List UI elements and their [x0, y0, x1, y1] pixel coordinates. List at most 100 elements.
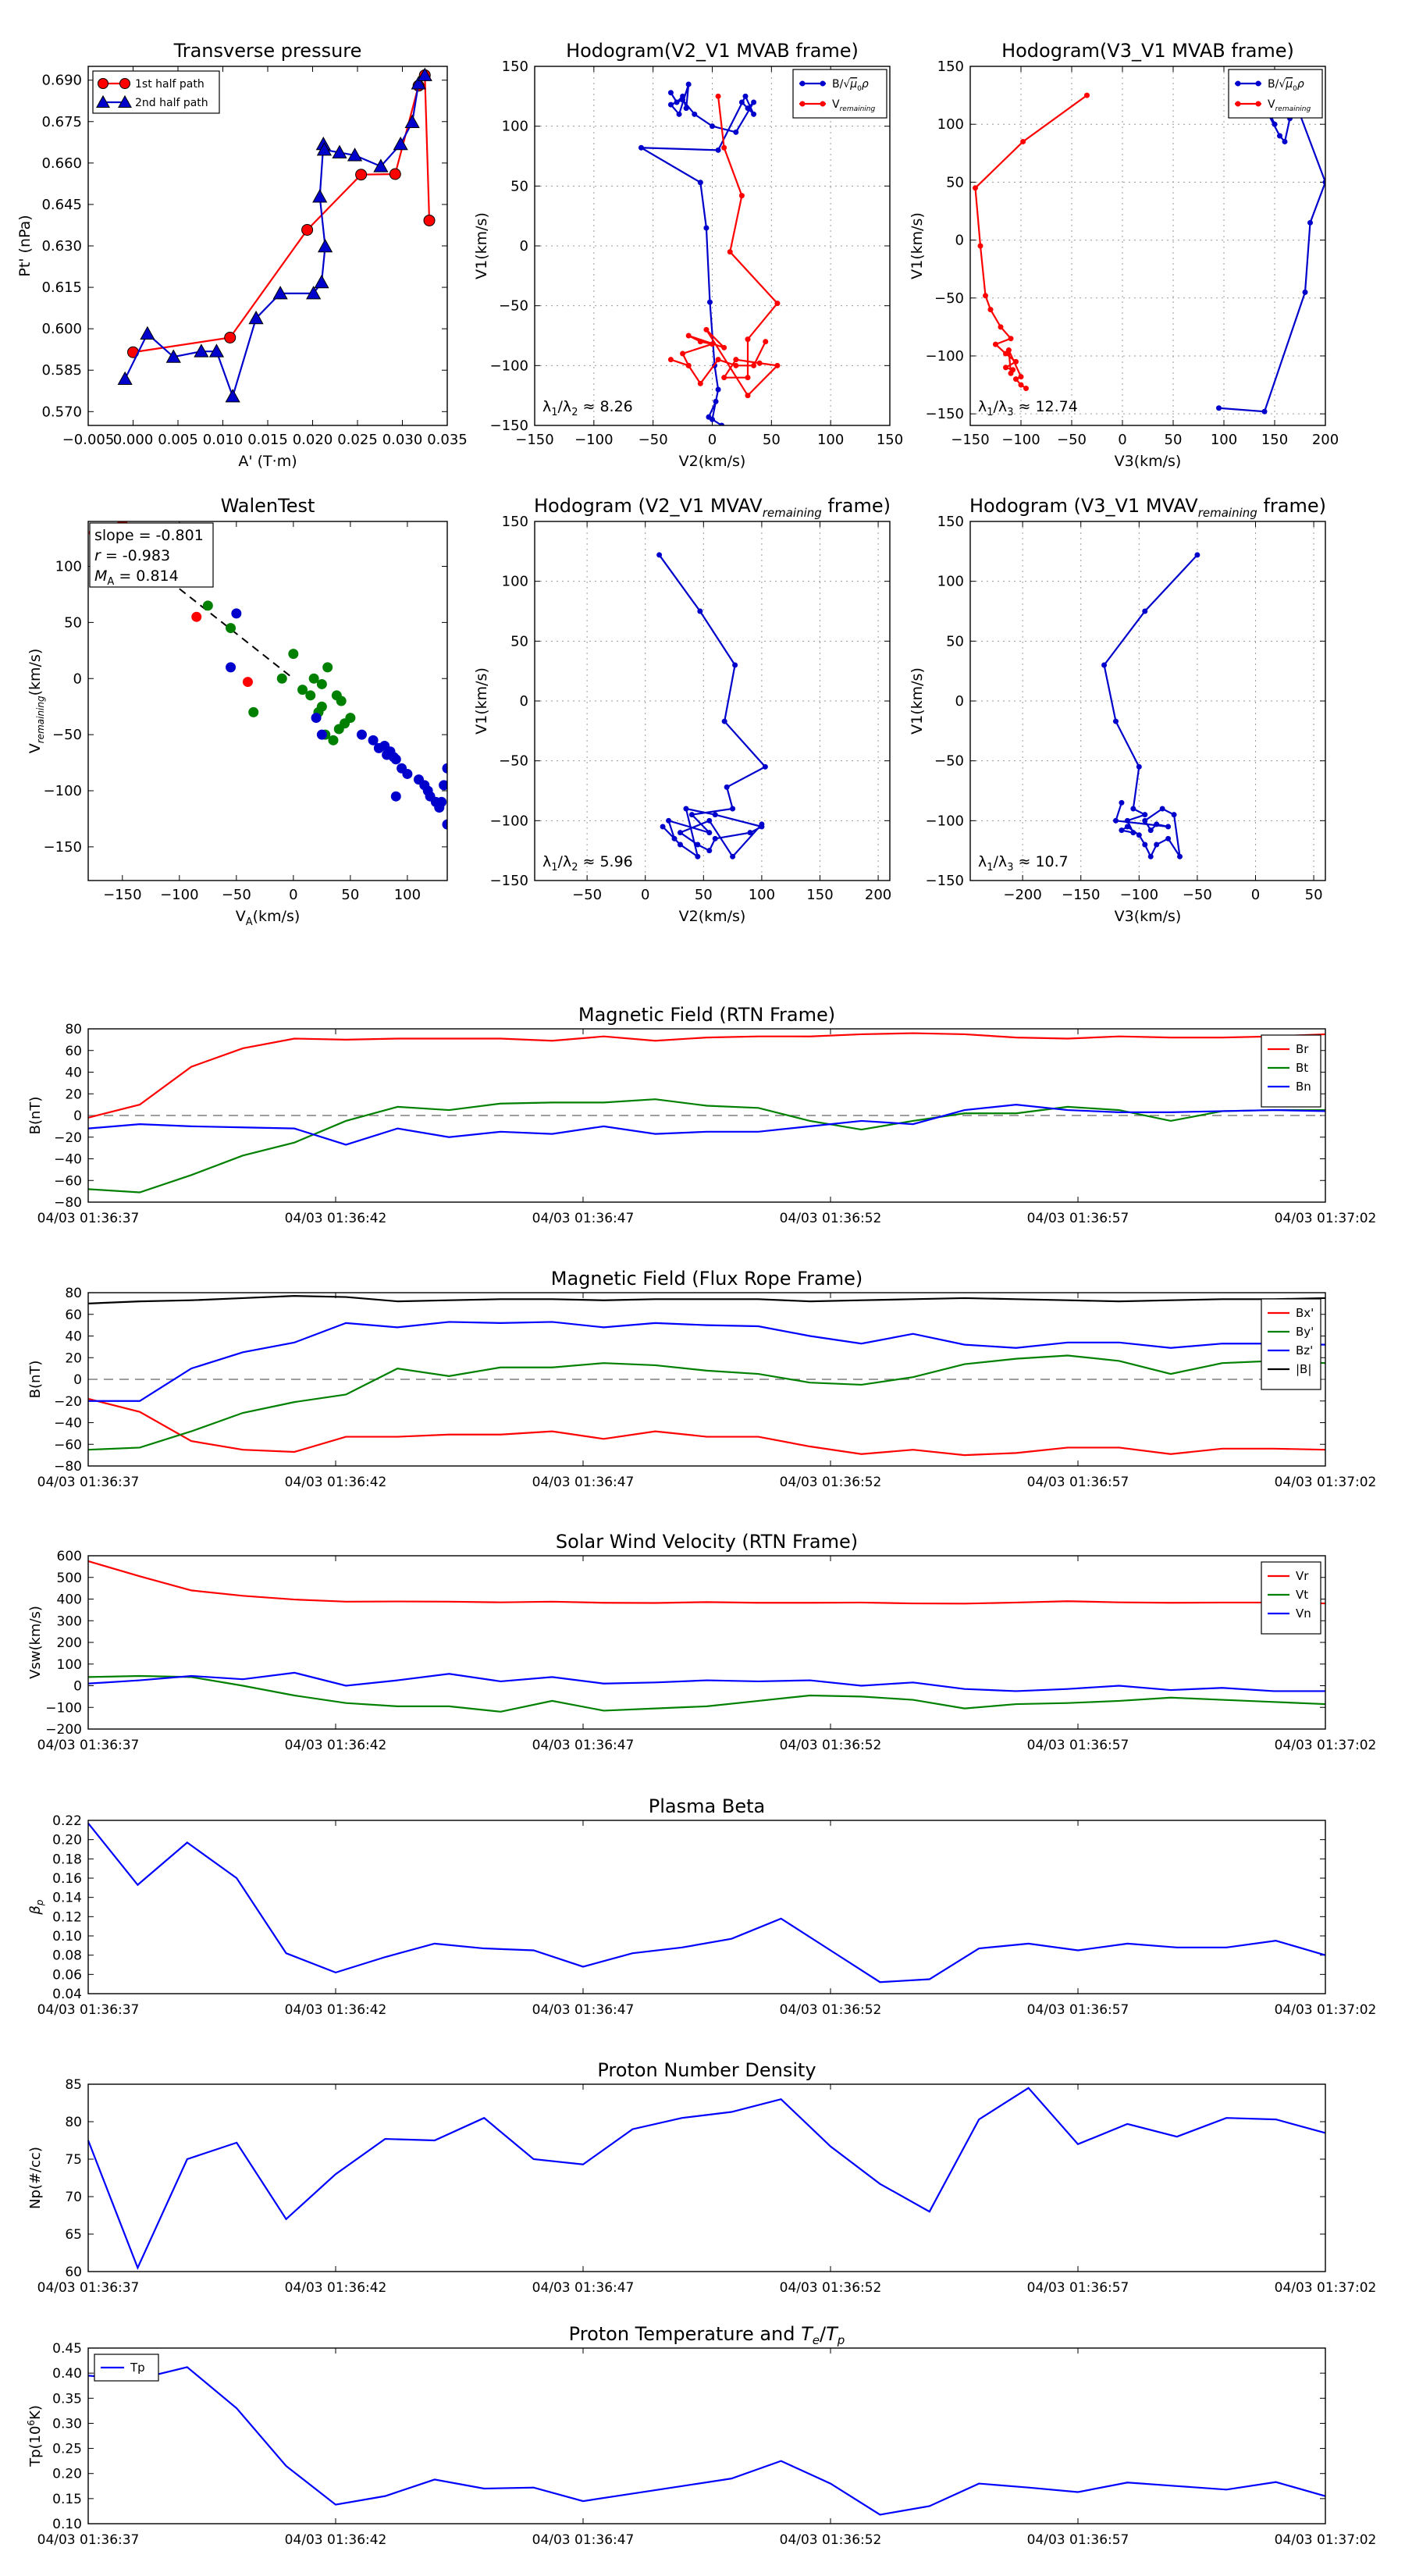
hodogram-v2v1-mvav-point — [688, 812, 695, 818]
magnetic-field-rtn-legend-label: Br — [1296, 1042, 1309, 1056]
hodogram-v3v1-mvav-ytick-label: −100 — [926, 813, 964, 829]
walen-test-xtick-label: −50 — [222, 887, 251, 903]
hodogram-v2v1-mvav-point — [706, 817, 713, 824]
walen-test-point-green — [297, 685, 308, 696]
proton-number-density-frame — [87, 2083, 1326, 2272]
magnetic-field-rtn-ytick-label: 20 — [65, 1087, 82, 1102]
transverse-pressure-ytick-label: 0.690 — [41, 73, 82, 89]
hodogram-v3v1-mvav-point — [1142, 817, 1148, 824]
magnetic-field-flux-rope-xtick-label: 04/03 01:37:02 — [1275, 1475, 1377, 1490]
hodogram-v3v1-mvav-point — [1119, 799, 1125, 806]
hodogram-v2v1-mvav-ytick-label: −50 — [499, 753, 528, 770]
hodogram-v3v1-mvav-point — [1130, 830, 1136, 836]
hodogram-v2v1-mvab-xtick-label: 0 — [708, 432, 717, 448]
hodogram-v2v1-mvab-point — [706, 414, 712, 420]
hodogram-v3v1-mvab-point — [1084, 92, 1090, 98]
hodogram-v3v1-mvab-xtick-label: 150 — [1261, 432, 1288, 448]
transverse-pressure-point — [312, 189, 328, 203]
hodogram-v2v1-mvav-ytick-label: 100 — [502, 574, 528, 590]
magnetic-field-flux-rope-series-By' — [87, 1354, 1326, 1451]
hodogram-v3v1-mvab-legend-label: B/√μ0ρ — [1268, 78, 1304, 93]
plasma-beta-ytick-label: 0.16 — [52, 1871, 82, 1887]
magnetic-field-rtn-ytick-label: 40 — [65, 1066, 82, 1081]
walen-test-xtick-label: 0 — [289, 887, 297, 903]
transverse-pressure-ytick-label: 0.660 — [41, 155, 82, 172]
proton-temperature-ytick-label: 0.25 — [52, 2442, 82, 2457]
hodogram-v2v1-mvab-legend — [792, 69, 887, 119]
solar-wind-velocity-ytick-label: 200 — [57, 1635, 82, 1651]
walen-test-xtick-label: 100 — [394, 887, 421, 903]
proton-number-density-ytick-label: 75 — [65, 2152, 82, 2168]
transverse-pressure-series-line — [124, 74, 426, 400]
plasma-beta-xtick-label: 04/03 01:36:52 — [780, 2002, 882, 2018]
solar-wind-velocity-legend-label: Vt — [1296, 1588, 1308, 1602]
walen-test-ytick-label: 0 — [73, 671, 82, 687]
hodogram-v3v1-mvab-point — [1020, 138, 1026, 144]
plasma-beta-title: Plasma Beta — [649, 1795, 765, 1817]
hodogram-v3v1-mvav-point — [1194, 552, 1200, 558]
proton-number-density-xtick-label: 04/03 01:36:52 — [780, 2280, 882, 2296]
walen-test-point-blue — [231, 608, 242, 619]
hodogram-v3v1-mvav-ytick-label: −150 — [926, 873, 964, 889]
hodogram-v2v1-mvav-point — [747, 830, 753, 836]
transverse-pressure-xtick-label: 0.025 — [337, 432, 378, 448]
hodogram-v2v1-mvab-xtick-label: 100 — [817, 432, 844, 448]
magnetic-field-flux-rope-ytick-label: 40 — [65, 1329, 82, 1345]
transverse-pressure-ytick-label: 0.600 — [41, 321, 82, 337]
hodogram-v2v1-mvav-point — [695, 853, 701, 859]
hodogram-v2v1-mvav-ytick-label: −150 — [490, 873, 528, 889]
transverse-pressure-point — [417, 67, 432, 81]
walen-test-point-blue — [436, 796, 447, 807]
hodogram-v2v1-mvab-point — [667, 101, 674, 108]
hodogram-v3v1-mvav-frame — [969, 521, 1326, 881]
hodogram-v3v1-mvab-ytick-label: −100 — [926, 348, 964, 365]
hodogram-v2v1-mvav-point — [732, 662, 738, 668]
walen-test-point-blue — [442, 819, 447, 830]
hodogram-v3v1-mvab-series-line — [1218, 98, 1325, 413]
hodogram-v3v1-mvav-point — [1124, 824, 1130, 830]
walen-test-annotation-box — [89, 522, 214, 588]
magnetic-field-flux-rope-ytick-label: 60 — [65, 1308, 82, 1323]
solar-wind-velocity-ytick-label: 500 — [57, 1571, 82, 1586]
hodogram-v3v1-mvab-annotation: λ1/λ3 ≈ 12.74 — [978, 398, 1078, 418]
hodogram-v3v1-mvab-point — [1008, 370, 1014, 376]
hodogram-v2v1-mvab-point — [703, 326, 710, 333]
walen-test-point-green — [316, 678, 327, 689]
hodogram-v2v1-mvab-point — [667, 357, 674, 363]
solar-wind-velocity-ytick-label: 400 — [57, 1592, 82, 1608]
transverse-pressure-point — [272, 286, 288, 300]
hodogram-v3v1-mvab-xtick-label: 0 — [1118, 432, 1126, 448]
solar-wind-velocity-legend — [1261, 1561, 1321, 1635]
hodogram-v2v1-mvav-xtick-label: 0 — [641, 887, 649, 903]
hodogram-v2v1-mvav-point — [695, 841, 701, 848]
hodogram-v2v1-mvab-point — [710, 123, 715, 130]
proton-number-density-xtick-label: 04/03 01:36:57 — [1027, 2280, 1129, 2296]
hodogram-v2v1-mvab-series-line — [640, 84, 755, 425]
hodogram-v2v1-mvav-point — [730, 806, 736, 812]
transverse-pressure-point — [389, 168, 401, 180]
magnetic-field-flux-rope-ytick-label: 20 — [65, 1350, 82, 1366]
proton-temperature-panel: 04/03 01:36:37 04/03 01:36:42 04/03 01:36:… — [26, 2323, 1376, 2548]
hodogram-v2v1-mvav-point — [697, 608, 703, 614]
hodogram-v3v1-mvab-title: Hodogram(V3_V1 MVAB frame) — [1001, 40, 1294, 62]
hodogram-v3v1-mvab-ytick-label: −150 — [926, 406, 964, 422]
hodogram-v2v1-mvav-xtick-label: 150 — [806, 887, 833, 903]
hodogram-v2v1-mvab-point — [719, 422, 725, 425]
magnetic-field-rtn-ytick-label: 60 — [65, 1044, 82, 1059]
magnetic-field-flux-rope-panel: 04/03 01:36:37 04/03 01:36:42 04/03 01:36:… — [27, 1268, 1376, 1490]
proton-number-density-title: Proton Number Density — [597, 2059, 816, 2081]
hodogram-v2v1-mvab-xtick-label: −50 — [638, 432, 668, 448]
walen-test-ytick-label: −50 — [52, 727, 82, 743]
walen-test-point-green — [345, 713, 356, 724]
walen-test-ytick-label: −100 — [44, 783, 82, 799]
proton-number-density-ytick-label: 65 — [65, 2227, 82, 2243]
transverse-pressure-point — [423, 214, 436, 226]
plasma-beta-ytick-label: 0.12 — [52, 1909, 82, 1925]
hodogram-v3v1-mvav-xtick-label: −150 — [1062, 887, 1100, 903]
hodogram-v2v1-mvab-xtick-label: −100 — [574, 432, 613, 448]
transverse-pressure-point — [393, 137, 408, 151]
transverse-pressure-ytick-label: 0.615 — [41, 279, 82, 296]
walen-test-point-green — [328, 735, 339, 745]
walen-test-frame — [87, 521, 448, 881]
proton-number-density-xtick-label: 04/03 01:36:42 — [285, 2280, 387, 2296]
